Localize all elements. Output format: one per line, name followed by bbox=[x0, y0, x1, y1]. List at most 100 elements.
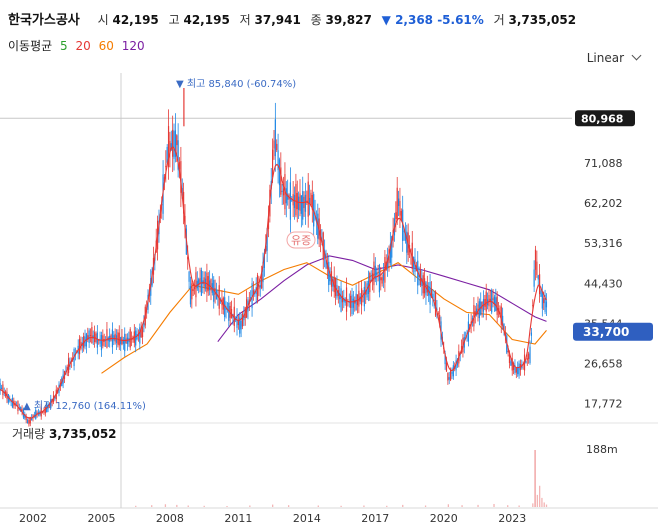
scale-mode-dropdown[interactable]: Linear bbox=[586, 50, 642, 65]
candle-body bbox=[495, 297, 497, 311]
candle-body bbox=[282, 188, 285, 196]
candle-body bbox=[352, 298, 354, 308]
candle-body bbox=[99, 338, 101, 344]
candle-body bbox=[20, 407, 22, 411]
candle-body bbox=[295, 184, 297, 216]
candle-body bbox=[266, 228, 268, 251]
candle-body bbox=[476, 308, 478, 316]
candle-body bbox=[239, 317, 241, 334]
candle-body bbox=[172, 129, 174, 157]
y-tick-label: 17,772 bbox=[584, 398, 623, 411]
volume-bar bbox=[461, 505, 463, 507]
candle-body bbox=[444, 353, 446, 365]
candle-body bbox=[43, 411, 45, 413]
high-value: 42,195 bbox=[183, 13, 230, 27]
candle-body bbox=[0, 383, 1, 391]
volume-bar bbox=[272, 504, 274, 507]
y-tick-label: 53,316 bbox=[584, 237, 623, 250]
candle-body bbox=[104, 339, 107, 341]
candle-body bbox=[263, 253, 265, 268]
volume-bar bbox=[164, 504, 167, 507]
candle-body bbox=[496, 296, 498, 315]
candle-body bbox=[528, 353, 530, 360]
candle-body bbox=[307, 181, 309, 217]
x-tick-label: 2017 bbox=[361, 512, 389, 525]
candle-body bbox=[26, 419, 29, 424]
candle-body bbox=[437, 313, 439, 315]
candle-body bbox=[300, 195, 302, 214]
candle-body bbox=[500, 306, 502, 326]
volume-bar bbox=[534, 450, 536, 507]
close-value: 39,827 bbox=[325, 13, 372, 27]
y-tick-label: 71,088 bbox=[584, 157, 623, 170]
volume-panel-label: 거래량 bbox=[12, 427, 46, 441]
low-value: 37,941 bbox=[254, 13, 301, 27]
candle-body bbox=[343, 298, 345, 302]
candle-body bbox=[106, 329, 108, 348]
candle-body bbox=[511, 358, 513, 371]
candle-body bbox=[526, 358, 528, 361]
candle-body bbox=[391, 236, 393, 258]
open-value: 42,195 bbox=[112, 13, 159, 27]
moving-average-legend[interactable]: 이동평균 5 20 60 120 bbox=[8, 37, 149, 54]
candle-body bbox=[510, 361, 512, 366]
candle-body bbox=[508, 354, 511, 363]
candle-body bbox=[533, 269, 535, 287]
ma120-label: 120 bbox=[121, 39, 145, 53]
candle-body bbox=[267, 218, 270, 230]
candle-body bbox=[188, 271, 190, 282]
candle-body bbox=[113, 335, 115, 341]
candle-body bbox=[169, 140, 171, 153]
candle-body bbox=[430, 288, 433, 298]
candle-body bbox=[87, 335, 89, 340]
candle-body bbox=[192, 289, 194, 292]
x-tick-label: 2023 bbox=[498, 512, 526, 525]
candle-body bbox=[178, 162, 181, 170]
candle-body bbox=[193, 287, 196, 290]
candle-body bbox=[98, 339, 100, 341]
candle-body bbox=[35, 409, 37, 419]
candle-body bbox=[173, 131, 175, 159]
volume-bar bbox=[477, 504, 479, 507]
candle-body bbox=[382, 272, 385, 281]
candle-body bbox=[273, 140, 275, 149]
candle-body bbox=[489, 298, 491, 303]
candle-body bbox=[363, 286, 365, 307]
volume-bar bbox=[249, 505, 251, 507]
candle-body bbox=[237, 320, 239, 326]
candle-body bbox=[117, 332, 119, 345]
volume-bar bbox=[543, 502, 545, 507]
volume-bar bbox=[386, 505, 388, 507]
volume-bar bbox=[340, 505, 342, 507]
candle-body bbox=[174, 130, 176, 157]
candle-body bbox=[406, 231, 408, 253]
candle-body bbox=[373, 261, 375, 286]
candle-body bbox=[17, 401, 19, 411]
candle-body bbox=[311, 194, 313, 210]
candle-body bbox=[525, 360, 527, 364]
candle-body bbox=[447, 372, 449, 381]
candle-body bbox=[191, 283, 193, 300]
moving-average-label: 이동평균 bbox=[8, 39, 53, 53]
candle-body bbox=[206, 272, 208, 293]
candle-body bbox=[189, 286, 192, 305]
candle-body bbox=[329, 273, 331, 282]
candle-body bbox=[137, 335, 140, 337]
candle-body bbox=[9, 399, 11, 401]
candle-body bbox=[377, 274, 379, 276]
scale-mode-label: Linear bbox=[586, 51, 624, 65]
candle-body bbox=[298, 196, 300, 210]
candle-body bbox=[374, 265, 376, 280]
candle-body bbox=[456, 359, 459, 366]
candle-body bbox=[187, 256, 189, 260]
price-header: 한국가스공사 시 42,195 고 42,195 저 37,941 종 39,8… bbox=[8, 9, 576, 28]
candle-body bbox=[397, 198, 400, 207]
candle-body bbox=[176, 135, 178, 146]
candle-body bbox=[129, 329, 131, 348]
ma20-line bbox=[0, 146, 547, 419]
volume-bar bbox=[317, 505, 319, 507]
volume-bar bbox=[518, 505, 520, 507]
candle-body bbox=[54, 396, 56, 399]
candle-body bbox=[545, 301, 548, 308]
